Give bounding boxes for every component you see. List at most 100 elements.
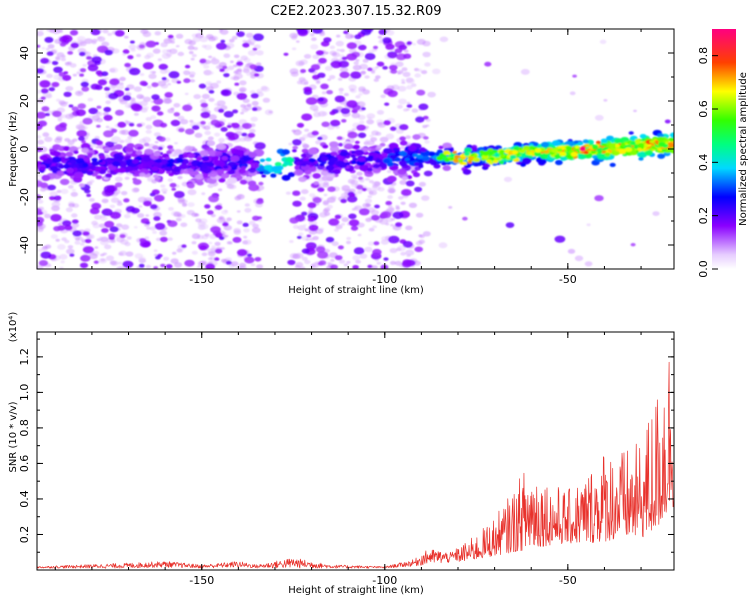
- heatmap-cell: [205, 263, 216, 269]
- heatmap-cell: [375, 75, 381, 79]
- heatmap-cell: [301, 248, 310, 254]
- heatmap-cell: [428, 151, 436, 157]
- heatmap-cell: [79, 262, 89, 269]
- heatmap-cell: [257, 216, 262, 220]
- heatmap-cell: [319, 163, 325, 167]
- heatmap-cell: [191, 233, 201, 240]
- heatmap-cell: [105, 100, 111, 105]
- heatmap-cell: [237, 249, 248, 257]
- heatmap-cell: [220, 247, 225, 250]
- heatmap-cell: [200, 163, 208, 169]
- spectrogram-y-tick-label: -20: [18, 188, 31, 206]
- heatmap-cell: [334, 214, 342, 219]
- heatmap-cell: [397, 85, 407, 92]
- heatmap-cell: [299, 137, 306, 142]
- heatmap-cell: [353, 164, 361, 170]
- heatmap-cell: [240, 111, 245, 115]
- heatmap-cell: [63, 91, 72, 98]
- heatmap-cell: [178, 199, 186, 204]
- heatmap-cell: [302, 144, 310, 149]
- heatmap-cell: [80, 254, 91, 262]
- heatmap-cell: [115, 109, 124, 116]
- colorbar-tick-label: 0.0: [697, 260, 710, 278]
- heatmap-cell: [295, 60, 305, 67]
- heatmap-cell: [102, 29, 109, 34]
- heatmap-cell: [153, 216, 161, 221]
- heatmap-cell: [124, 120, 129, 123]
- heatmap-cell: [326, 90, 333, 95]
- heatmap-cell: [392, 211, 404, 219]
- heatmap-cell: [114, 182, 123, 188]
- heatmap-cell: [615, 144, 620, 148]
- heatmap-cell: [629, 150, 637, 156]
- heatmap-cell: [283, 52, 289, 56]
- heatmap-cell: [110, 197, 120, 203]
- heatmap-cell: [173, 112, 180, 117]
- heatmap-cell: [241, 132, 248, 137]
- heatmap-cell: [224, 234, 229, 238]
- heatmap-cell: [226, 217, 232, 222]
- heatmap-cell: [421, 155, 430, 162]
- heatmap-cell: [145, 117, 152, 121]
- heatmap-cell: [401, 67, 408, 72]
- heatmap-cell: [210, 213, 216, 218]
- heatmap-cell: [187, 152, 196, 159]
- heatmap-cell: [658, 141, 666, 147]
- heatmap-cell: [86, 170, 94, 176]
- heatmap-cell: [347, 195, 358, 203]
- heatmap-cell: [187, 189, 197, 196]
- heatmap-cell: [239, 88, 246, 93]
- heatmap-cell: [574, 140, 579, 144]
- heatmap-cell: [150, 115, 157, 120]
- heatmap-cell: [232, 236, 242, 243]
- heatmap-cell: [47, 44, 55, 49]
- heatmap-cell: [370, 137, 378, 142]
- heatmap-cell: [60, 101, 68, 107]
- heatmap-cell: [221, 156, 228, 161]
- heatmap-cell: [340, 198, 347, 204]
- heatmap-cell: [439, 36, 449, 43]
- heatmap-cell: [61, 114, 67, 119]
- heatmap-cell: [417, 68, 423, 72]
- snr-axes: -150 -100 -50 0.2 0.4 0.6 0.8 1.0 1.2: [18, 332, 674, 587]
- heatmap-cell: [88, 107, 98, 115]
- snr-x-tick-label: -100: [372, 574, 397, 587]
- heatmap-cell: [122, 49, 130, 54]
- heatmap-cell: [584, 143, 590, 148]
- heatmap-cell: [333, 169, 341, 175]
- heatmap-cell: [160, 263, 166, 268]
- heatmap-cell: [61, 34, 73, 43]
- heatmap-cell: [661, 148, 667, 152]
- heatmap-cell: [652, 211, 660, 217]
- heatmap-cell: [330, 119, 341, 127]
- heatmap-cell: [65, 167, 74, 174]
- heatmap-cell: [307, 202, 317, 209]
- heatmap-cell: [245, 176, 253, 181]
- heatmap-cell: [80, 242, 85, 246]
- spectrogram-x-axis-label: Height of straight line (km): [288, 285, 424, 296]
- heatmap-cell: [82, 231, 90, 237]
- heatmap-cell: [81, 147, 90, 153]
- heatmap-cell: [236, 210, 241, 213]
- heatmap-cell: [93, 260, 99, 264]
- heatmap-cell: [432, 68, 441, 75]
- heatmap-cell: [199, 223, 209, 230]
- heatmap-cell: [67, 51, 74, 55]
- heatmap-cell: [424, 62, 431, 67]
- heatmap-cell: [312, 197, 322, 204]
- heatmap-cell: [96, 118, 103, 123]
- heatmap-cell: [51, 201, 61, 208]
- heatmap-cell: [219, 236, 225, 240]
- heatmap-cell: [92, 154, 99, 159]
- heatmap-cell: [165, 52, 173, 57]
- heatmap-cell: [57, 118, 63, 122]
- heatmap-cell: [169, 48, 178, 55]
- heatmap-cell: [498, 160, 505, 165]
- heatmap-cell: [348, 213, 357, 220]
- heatmap-cell: [44, 36, 54, 43]
- heatmap-cell: [302, 134, 309, 139]
- heatmap-cell: [329, 75, 336, 80]
- heatmap-cell: [69, 30, 79, 36]
- heatmap-cell: [307, 217, 315, 223]
- heatmap-cell: [82, 163, 89, 167]
